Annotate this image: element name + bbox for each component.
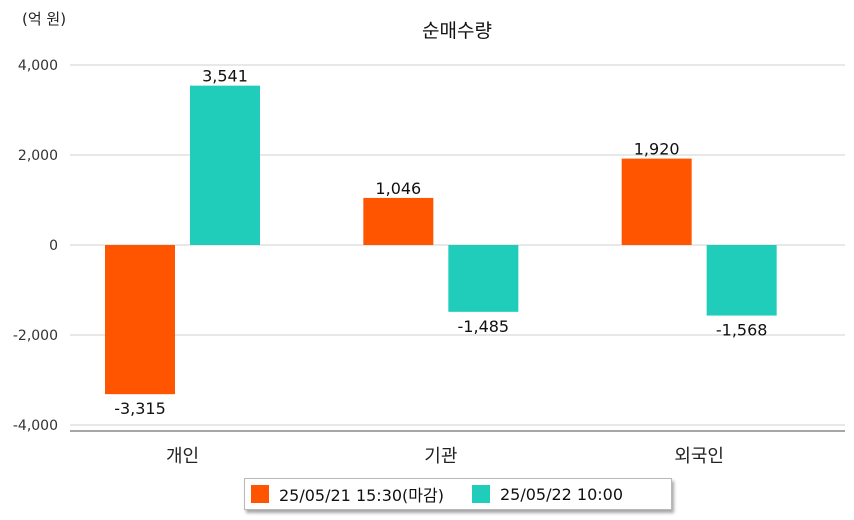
legend-label-series-1: 25/05/21 15:30(마감) <box>279 486 444 505</box>
legend-swatch-series-1 <box>251 485 269 503</box>
y-tick-label: 0 <box>49 238 58 254</box>
y-tick-label: -4,000 <box>13 418 58 434</box>
data-label: -3,315 <box>114 399 166 418</box>
data-label: 1,046 <box>375 179 421 198</box>
y-tick-label: -2,000 <box>13 328 58 344</box>
bar <box>190 85 260 245</box>
bar <box>706 245 777 316</box>
bar <box>448 245 519 312</box>
data-label: 1,920 <box>634 140 680 159</box>
x-tick-label: 외국인 <box>674 446 724 467</box>
data-label: 3,541 <box>202 67 248 86</box>
bar <box>105 245 175 395</box>
chart-title: 순매수량 <box>422 20 492 42</box>
y-tick-label: 4,000 <box>18 58 58 74</box>
legend-item-series-1[interactable]: 25/05/21 15:30(마감) <box>251 482 444 506</box>
data-labels-layer: -3,315 3,541 1,046 -1,485 1,920 -1,568 <box>114 67 767 419</box>
chart-unit-label: (억 원) <box>22 10 66 28</box>
bar <box>621 158 692 245</box>
legend-label-series-2: 25/05/22 10:00 <box>499 484 624 504</box>
y-axis-ticks: 4,000 2,000 0 -2,000 -4,000 <box>13 58 58 434</box>
legend: 25/05/21 15:30(마감) 25/05/22 10:00 <box>244 478 672 510</box>
data-label: -1,485 <box>458 317 510 336</box>
legend-item-series-2[interactable]: 25/05/22 10:00 <box>471 484 624 504</box>
bar <box>363 197 434 245</box>
x-tick-label: 개인 <box>166 446 199 467</box>
bars-layer <box>105 85 777 395</box>
chart-svg: (억 원) 순매수량 4,000 2,000 0 -2,000 -4,000 -3,31… <box>13 10 845 467</box>
x-axis-ticks: 개인 기관 외국인 <box>166 446 724 467</box>
x-tick-label: 기관 <box>424 446 457 467</box>
legend-swatch-series-2 <box>471 485 490 503</box>
y-tick-label: 2,000 <box>18 148 58 164</box>
data-label: -1,568 <box>716 321 768 340</box>
